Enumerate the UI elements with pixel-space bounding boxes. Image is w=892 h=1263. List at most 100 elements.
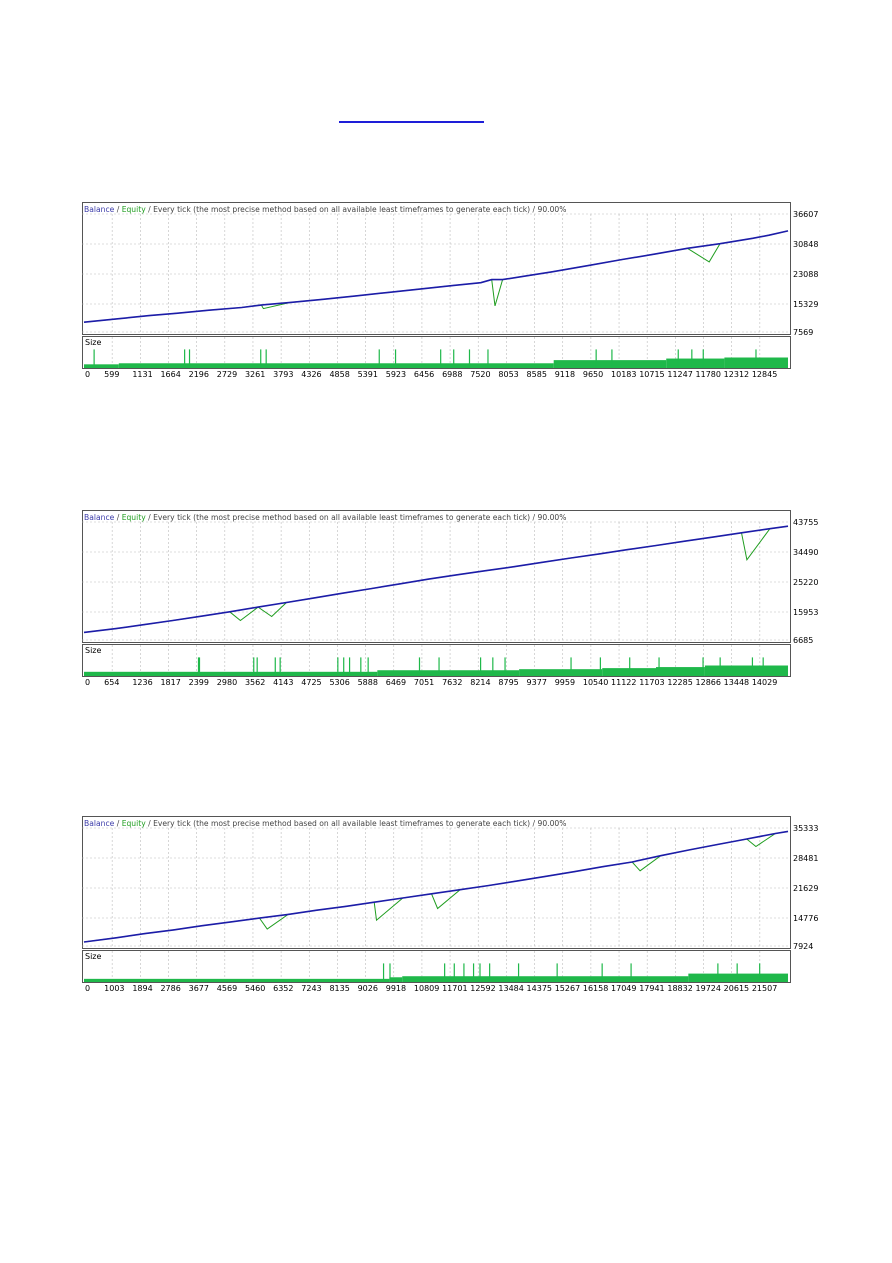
x-tick-label: 9026 [358, 984, 378, 993]
y-tick-label: 34490 [793, 548, 818, 557]
y-tick-label: 25220 [793, 578, 818, 587]
size-spike [736, 963, 738, 982]
size-spike [367, 657, 369, 676]
x-tick-label: 1664 [160, 370, 180, 379]
x-tick-label: 12592 [470, 984, 495, 993]
legend-equity: Equity [122, 513, 147, 522]
balance-line [83, 830, 789, 943]
size-spike [492, 657, 494, 676]
size-bar [666, 358, 725, 368]
x-tick-label: 1131 [132, 370, 152, 379]
x-tick-label: 10715 [639, 370, 664, 379]
x-tick-label: 10540 [583, 678, 608, 687]
x-tick-label: 8585 [527, 370, 547, 379]
x-tick-label: 10809 [414, 984, 439, 993]
y-tick-label: 35333 [793, 824, 818, 833]
x-tick-label: 2399 [189, 678, 209, 687]
size-bar [377, 670, 520, 676]
legend-description: / Every tick (the most precise method ba… [146, 819, 538, 828]
x-tick-label: 4725 [301, 678, 321, 687]
size-spike [599, 657, 601, 676]
x-tick-label: 654 [104, 678, 119, 687]
legend-description: / Every tick (the most precise method ba… [146, 205, 538, 214]
size-spike [702, 657, 704, 676]
x-tick-label: 2196 [189, 370, 209, 379]
size-spike [337, 657, 339, 676]
legend-balance: Balance [84, 513, 115, 522]
size-spike [556, 963, 558, 982]
size-bar [389, 977, 403, 982]
hyperlink-underline[interactable] [339, 121, 484, 123]
equity-panel-frame [82, 510, 791, 643]
x-tick-label: 9959 [555, 678, 575, 687]
x-tick-label: 9650 [583, 370, 603, 379]
y-tick-label: 15953 [793, 608, 818, 617]
x-tick-label: 4326 [301, 370, 321, 379]
x-tick-label: 5923 [386, 370, 406, 379]
x-tick-label: 1894 [132, 984, 152, 993]
x-tick-label: 1003 [104, 984, 124, 993]
x-tick-label: 7520 [470, 370, 490, 379]
chart-header: Balance / Equity / Every tick (the most … [84, 513, 566, 522]
chart-svg: Balance / Equity / Every tick (the most … [82, 510, 818, 687]
x-tick-label: 6456 [414, 370, 434, 379]
size-spike [260, 349, 262, 368]
size-spike [691, 349, 693, 368]
x-tick-label: 11701 [442, 984, 467, 993]
x-tick-label: 8795 [498, 678, 518, 687]
size-label: Size [85, 338, 102, 347]
chart-1: Balance / Equity / Every tick (the most … [82, 202, 818, 379]
size-bar [84, 671, 378, 676]
size-spike [755, 349, 757, 368]
x-tick-label: 1236 [132, 678, 152, 687]
size-spike [253, 657, 255, 676]
y-tick-label: 14776 [793, 914, 818, 923]
x-tick-label: 16158 [583, 984, 608, 993]
x-tick-label: 14375 [527, 984, 552, 993]
x-tick-label: 6469 [386, 678, 406, 687]
equity-panel-frame [82, 816, 791, 949]
x-tick-label: 6988 [442, 370, 462, 379]
x-tick-label: 5460 [245, 984, 265, 993]
size-spike [453, 349, 455, 368]
size-spike [188, 349, 191, 368]
x-tick-label: 10183 [611, 370, 636, 379]
y-tick-label: 15329 [793, 300, 818, 309]
size-spike [279, 657, 281, 676]
size-spike [630, 963, 632, 982]
size-spike [611, 349, 613, 368]
x-tick-label: 13484 [498, 984, 523, 993]
size-spike [184, 349, 186, 368]
x-tick-label: 4143 [273, 678, 293, 687]
x-tick-label: 11247 [667, 370, 692, 379]
x-tick-label: 19724 [696, 984, 721, 993]
chart-svg: Balance / Equity / Every tick (the most … [82, 202, 818, 379]
balance-line [83, 230, 789, 323]
x-tick-label: 2729 [217, 370, 237, 379]
size-spike [702, 349, 704, 368]
x-tick-label: 6352 [273, 984, 293, 993]
x-tick-label: 5391 [358, 370, 378, 379]
size-spike [394, 349, 397, 368]
chart-header: Balance / Equity / Every tick (the most … [84, 205, 566, 214]
x-tick-label: 7243 [301, 984, 321, 993]
chart-3: Balance / Equity / Every tick (the most … [82, 816, 818, 993]
size-spike [274, 657, 276, 676]
size-spike [348, 657, 351, 676]
x-tick-label: 14029 [752, 678, 777, 687]
legend-separator: / [114, 205, 121, 214]
x-tick-label: 8135 [329, 984, 349, 993]
x-tick-label: 9918 [386, 984, 406, 993]
x-tick-label: 599 [104, 370, 119, 379]
x-tick-label: 12312 [724, 370, 749, 379]
chart-header: Balance / Equity / Every tick (the most … [84, 819, 566, 828]
legend-description: / Every tick (the most precise method ba… [146, 513, 538, 522]
x-tick-label: 2980 [217, 678, 237, 687]
x-tick-label: 3562 [245, 678, 265, 687]
chart-svg: Balance / Equity / Every tick (the most … [82, 816, 818, 993]
x-tick-label: 4569 [217, 984, 237, 993]
x-tick-label: 12285 [667, 678, 692, 687]
size-spike [479, 963, 481, 982]
size-spike [601, 963, 603, 982]
size-label: Size [85, 952, 102, 961]
